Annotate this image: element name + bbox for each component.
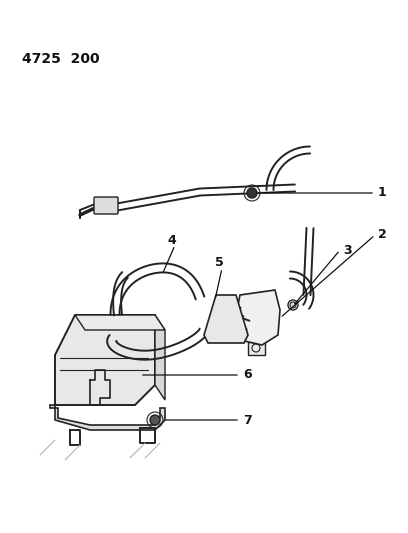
Text: 2: 2 (378, 229, 387, 241)
Text: 3: 3 (343, 244, 352, 256)
Polygon shape (50, 405, 165, 430)
Circle shape (288, 300, 298, 310)
Text: 5: 5 (215, 256, 223, 270)
Polygon shape (55, 315, 155, 405)
Text: 6: 6 (243, 368, 252, 382)
Circle shape (247, 188, 257, 198)
Polygon shape (75, 315, 165, 330)
Polygon shape (155, 315, 165, 400)
Polygon shape (248, 342, 265, 355)
Circle shape (150, 415, 160, 425)
Circle shape (290, 302, 296, 308)
Text: 4: 4 (168, 233, 176, 246)
Polygon shape (235, 290, 280, 345)
Text: 7: 7 (243, 414, 252, 426)
FancyBboxPatch shape (94, 197, 118, 214)
Text: 1: 1 (378, 187, 387, 199)
Polygon shape (204, 295, 248, 343)
Text: 4725  200: 4725 200 (22, 52, 100, 66)
